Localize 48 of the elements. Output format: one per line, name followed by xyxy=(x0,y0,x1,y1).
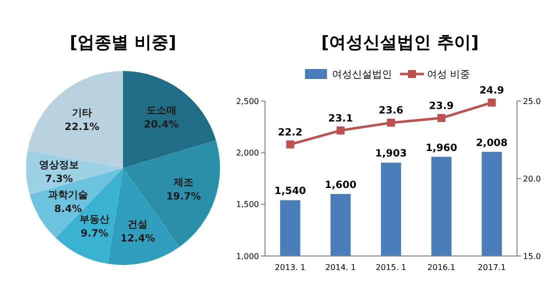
x-tick-label: 2014. 1 xyxy=(325,263,356,272)
chart-title: [여성신설법인 추이] xyxy=(321,33,479,53)
y-tick-label: 2,500 xyxy=(236,96,259,106)
point xyxy=(488,98,496,107)
slice-label: 제조 xyxy=(172,178,194,189)
data-label: 23.9 xyxy=(429,101,454,112)
data-label: 24.9 xyxy=(479,86,504,97)
data-label: 22.1% xyxy=(64,122,100,133)
pie-slice xyxy=(123,140,220,247)
y-tick-label: 2,000 xyxy=(236,148,259,158)
data-label: 23.6 xyxy=(378,106,404,117)
point xyxy=(336,126,345,134)
y-tick-label: 1,500 xyxy=(236,200,259,210)
slice-label: 건설 xyxy=(128,219,148,230)
slice-label: 영상정보 xyxy=(39,160,80,172)
slice-label: 과학기술 xyxy=(48,190,88,201)
legend-label: 여성 비중 xyxy=(427,70,470,80)
data-label: 22.2 xyxy=(278,127,303,138)
data-label: 19.7% xyxy=(166,192,201,203)
pie-slice xyxy=(123,71,216,168)
data-label: 20.4% xyxy=(144,120,179,131)
slice-label: 부동산 xyxy=(79,214,110,226)
chart-title: [업종별 비중] xyxy=(70,33,176,53)
x-tick-label: 2017.1 xyxy=(478,263,506,272)
y2-tick-label: 25.0 xyxy=(523,96,541,106)
data-label: 9.7% xyxy=(80,228,108,240)
data-label: 1,540 xyxy=(274,186,306,198)
data-label: 8.4% xyxy=(54,204,82,215)
y-tick-label: 1,000 xyxy=(236,252,259,261)
data-label: 1,600 xyxy=(324,180,356,191)
point xyxy=(437,114,446,122)
data-label: 1,960 xyxy=(426,142,458,154)
x-tick-label: 2015. 1 xyxy=(376,263,406,272)
y2-tick-label: 20.0 xyxy=(523,174,541,184)
point xyxy=(286,140,294,148)
data-label: 7.3% xyxy=(45,174,73,186)
point xyxy=(387,118,395,127)
legend-label: 여성신설법인 xyxy=(332,70,392,80)
data-label: 12.4% xyxy=(120,233,156,244)
x-tick-label: 2016.1 xyxy=(427,263,456,272)
slice-label: 도소매 xyxy=(146,106,176,117)
slice-label: 기타 xyxy=(72,108,92,119)
y2-tick-label: 15.0 xyxy=(523,252,541,261)
x-tick-label: 2013. 1 xyxy=(274,263,306,272)
pie-slice xyxy=(28,71,123,168)
data-label: 1,903 xyxy=(375,148,407,160)
data-label: 2,008 xyxy=(476,138,508,149)
data-label: 23.1 xyxy=(328,113,353,124)
